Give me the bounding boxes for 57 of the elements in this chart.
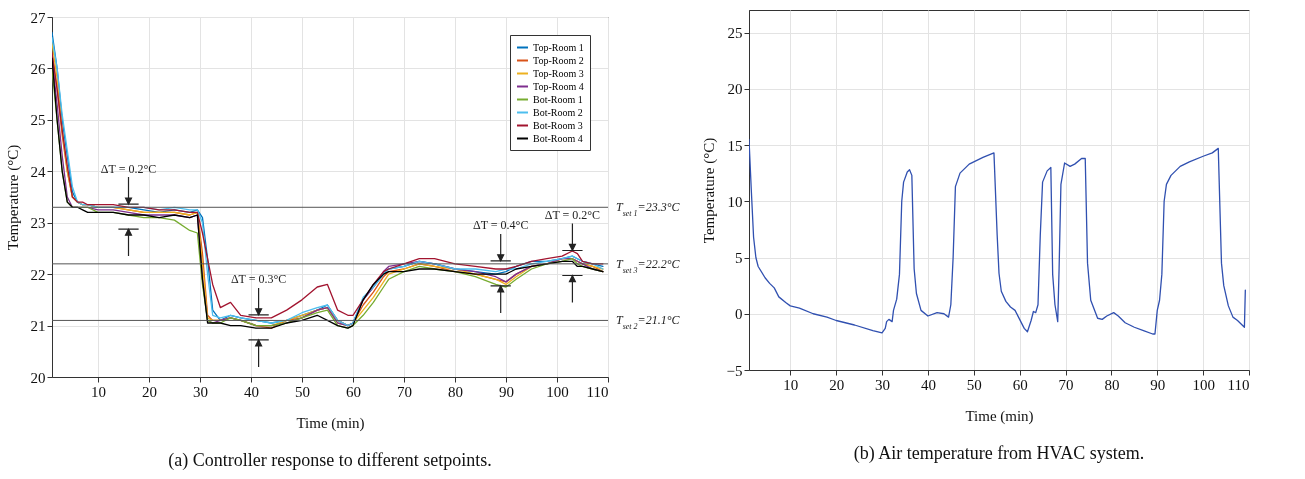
x-tick-label: 90 bbox=[498, 383, 514, 400]
y-tick-label: 5 bbox=[735, 250, 743, 266]
x-tick-label: 110 bbox=[586, 383, 609, 400]
x-tick-label: 100 bbox=[546, 383, 569, 400]
y-axis-title: Temperature (°C) bbox=[700, 137, 718, 244]
y-axis-title: Temperature (°C) bbox=[4, 144, 22, 251]
text: (b) Air temperature from HVAC system. bbox=[853, 443, 1145, 464]
y-tick-label: 15 bbox=[727, 137, 743, 154]
y-tick-label: 24 bbox=[30, 163, 46, 180]
x-tick-label: 60 bbox=[345, 383, 361, 400]
annotation: ΔT = 0.2°C bbox=[100, 161, 157, 176]
annotation: ΔT = 0.4°C bbox=[472, 218, 529, 233]
y-tick-label: 25 bbox=[30, 112, 46, 129]
legend-label: Bot-Room 4 bbox=[533, 132, 583, 144]
legend-label: Bot-Room 3 bbox=[533, 119, 583, 131]
x-tick-label: 30 bbox=[875, 376, 891, 393]
x-tick-label: 80 bbox=[447, 383, 463, 400]
x-tick-label: 100 bbox=[1192, 376, 1215, 393]
y-tick-label: 0 bbox=[735, 306, 743, 323]
x-tick-label: 70 bbox=[396, 383, 412, 400]
legend-label: Top-Room 3 bbox=[533, 67, 584, 79]
y-tick-label: 26 bbox=[30, 60, 46, 77]
y-tick-label: −5 bbox=[726, 362, 743, 379]
ref-line-label: T$_{set 2}$=21.1°C bbox=[616, 313, 681, 331]
text: (a) Controller response to different setpoints. bbox=[168, 450, 492, 471]
x-tick-label: 10 bbox=[90, 383, 106, 400]
x-tick-label: 20 bbox=[829, 376, 845, 393]
x-tick-label: 50 bbox=[294, 383, 310, 400]
x-tick-label: 10 bbox=[783, 376, 799, 393]
legend-label: Top-Room 4 bbox=[533, 80, 584, 92]
x-tick-label: 70 bbox=[1058, 376, 1074, 393]
x-tick-label: 40 bbox=[243, 383, 259, 400]
annotation: ΔT = 0.2°C bbox=[544, 208, 601, 222]
y-tick-label: 21 bbox=[30, 318, 46, 335]
x-tick-label: 60 bbox=[1012, 376, 1028, 393]
ref-line-label: T$_{set 1}$=23.3°C bbox=[616, 200, 681, 218]
x-axis-title: Time (min) bbox=[296, 414, 365, 432]
x-tick-label: 20 bbox=[141, 383, 157, 400]
y-tick-label: 20 bbox=[727, 81, 743, 98]
y-tick-label: 25 bbox=[727, 25, 743, 41]
legend-label: Bot-Room 1 bbox=[533, 93, 583, 105]
legend-label: Top-Room 2 bbox=[533, 54, 584, 66]
y-tick-label: 22 bbox=[30, 266, 46, 283]
x-tick-label: 90 bbox=[1150, 376, 1166, 393]
legend-label: Bot-Room 2 bbox=[533, 106, 583, 118]
x-tick-label: 30 bbox=[192, 383, 208, 400]
y-tick-label: 27 bbox=[30, 9, 46, 26]
x-tick-label: 80 bbox=[1104, 376, 1120, 393]
x-tick-label: 40 bbox=[920, 376, 936, 393]
annotation: ΔT = 0.3°C bbox=[230, 272, 287, 287]
ref-line-label: T$_{set 3}$=22.2°C bbox=[616, 256, 681, 275]
y-tick-label: 23 bbox=[30, 215, 46, 232]
legend-label: Top-Room 1 bbox=[533, 41, 584, 53]
y-tick-label: 10 bbox=[727, 193, 743, 210]
x-tick-label: 50 bbox=[966, 376, 982, 393]
x-tick-label: 110 bbox=[1227, 376, 1250, 393]
x-axis-title: Time (min) bbox=[965, 407, 1034, 425]
